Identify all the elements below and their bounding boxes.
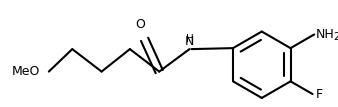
Text: H: H <box>186 34 193 44</box>
Text: NH: NH <box>316 28 335 41</box>
Text: MeO: MeO <box>12 65 40 78</box>
Text: 2: 2 <box>333 32 338 42</box>
Text: N: N <box>185 35 194 48</box>
Text: O: O <box>136 18 146 30</box>
Text: F: F <box>315 88 322 101</box>
